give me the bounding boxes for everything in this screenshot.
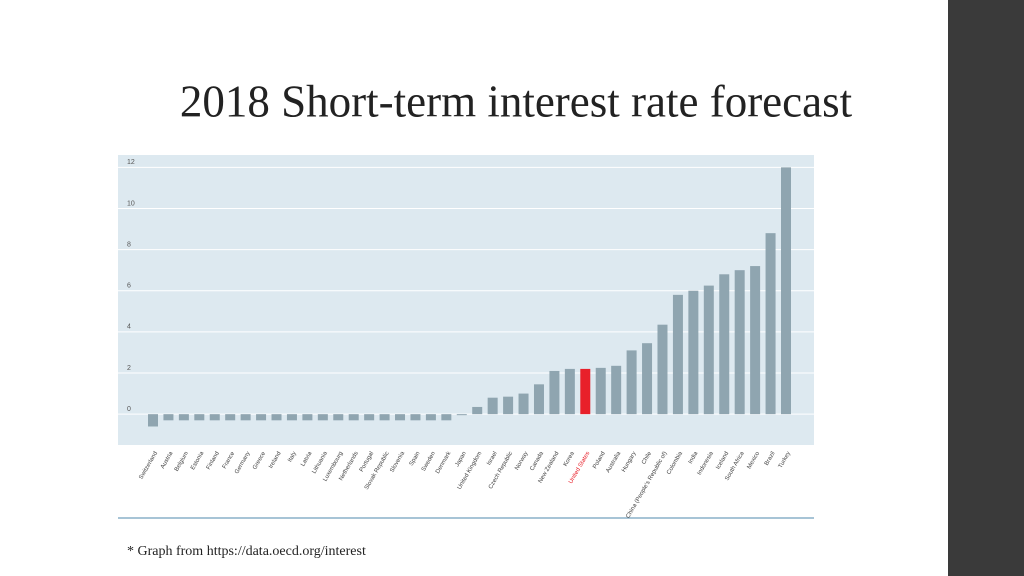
side-bar <box>948 0 1024 576</box>
bar <box>240 414 251 421</box>
bar <box>503 396 514 415</box>
bar <box>657 324 668 415</box>
bar <box>781 167 791 415</box>
bar <box>472 406 483 415</box>
x-tick-label: Italy <box>287 451 298 464</box>
bar <box>518 393 529 415</box>
y-tick-label: 8 <box>127 241 131 248</box>
bar <box>564 368 575 415</box>
bar <box>410 414 421 421</box>
bar <box>719 274 730 415</box>
bar <box>456 414 467 416</box>
bar <box>148 414 158 427</box>
bar <box>178 414 189 421</box>
bar <box>533 384 544 415</box>
bar <box>765 233 776 415</box>
bar <box>750 266 761 415</box>
y-tick-label: 4 <box>127 324 131 331</box>
bar <box>672 294 683 415</box>
y-tick-label: 2 <box>127 365 131 372</box>
bar <box>163 414 174 421</box>
bar <box>549 370 560 415</box>
bar <box>317 414 328 421</box>
bar <box>395 414 406 421</box>
bar <box>734 270 745 415</box>
slide-title: 2018 Short-term interest rate forecast <box>180 76 853 126</box>
bar <box>209 414 220 421</box>
footnote: * Graph from https://data.oecd.org/inter… <box>127 544 366 559</box>
bar <box>642 343 653 415</box>
y-tick-label: 6 <box>127 283 131 290</box>
bar <box>364 414 375 421</box>
bar <box>256 414 267 421</box>
bar <box>611 365 622 415</box>
bar <box>487 397 498 415</box>
y-tick-label: 12 <box>127 159 135 166</box>
bar <box>286 414 297 421</box>
y-tick-label: 10 <box>127 200 135 207</box>
bar <box>333 414 344 421</box>
bar <box>225 414 236 421</box>
bar <box>425 414 436 421</box>
bar <box>302 414 313 421</box>
bar <box>194 414 205 421</box>
bar <box>441 414 452 421</box>
bar <box>271 414 282 421</box>
bar <box>703 285 714 415</box>
bar <box>379 414 390 421</box>
y-tick-label: 0 <box>127 406 131 413</box>
bar <box>688 290 699 415</box>
bar <box>595 367 606 415</box>
bar <box>626 350 637 415</box>
bar <box>348 414 359 421</box>
bar <box>580 368 591 415</box>
